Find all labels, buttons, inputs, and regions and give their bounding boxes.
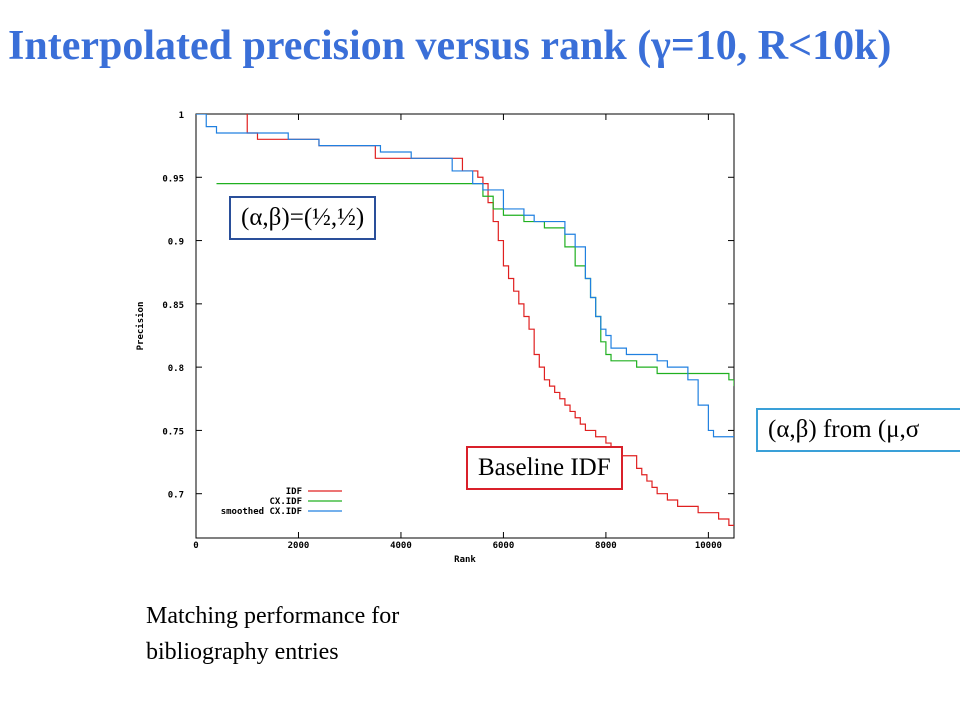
series-line-3 [196,114,734,438]
legend-label: smoothed CX.IDF [221,507,302,517]
y-tick-label: 0.8 [168,364,184,374]
y-tick-label: 0.9 [168,238,184,248]
x-tick-label: 0 [193,541,198,551]
y-tick-label: 0.75 [162,427,184,437]
series-line-1 [246,114,734,526]
x-axis-label: Rank [454,555,476,565]
x-tick-label: 2000 [288,541,310,551]
y-tick-label: 0.95 [162,174,184,184]
callout-baseline-idf: Baseline IDF [466,446,623,490]
plot-frame [195,113,735,539]
x-tick-label: 8000 [595,541,617,551]
y-tick-label: 0.7 [168,491,184,501]
legend-label: CX.IDF [269,497,302,507]
slide-title: Interpolated precision versus rank (γ=10… [8,23,892,69]
callout-alpha-beta-from-mu-sigma: (α,β) from (μ,σ [756,408,960,452]
x-tick-label: 6000 [493,541,515,551]
y-tick-label: 1 [179,111,184,121]
callout-alpha-beta-half: (α,β)=(½,½) [229,196,377,240]
figure-caption: Matching performance for bibliography en… [146,603,400,665]
x-tick-label: 10000 [695,541,722,551]
legend-label: IDF [286,487,302,497]
y-tick-label: 0.85 [162,301,184,311]
y-axis-label: Precision [135,302,146,351]
x-tick-label: 4000 [390,541,412,551]
